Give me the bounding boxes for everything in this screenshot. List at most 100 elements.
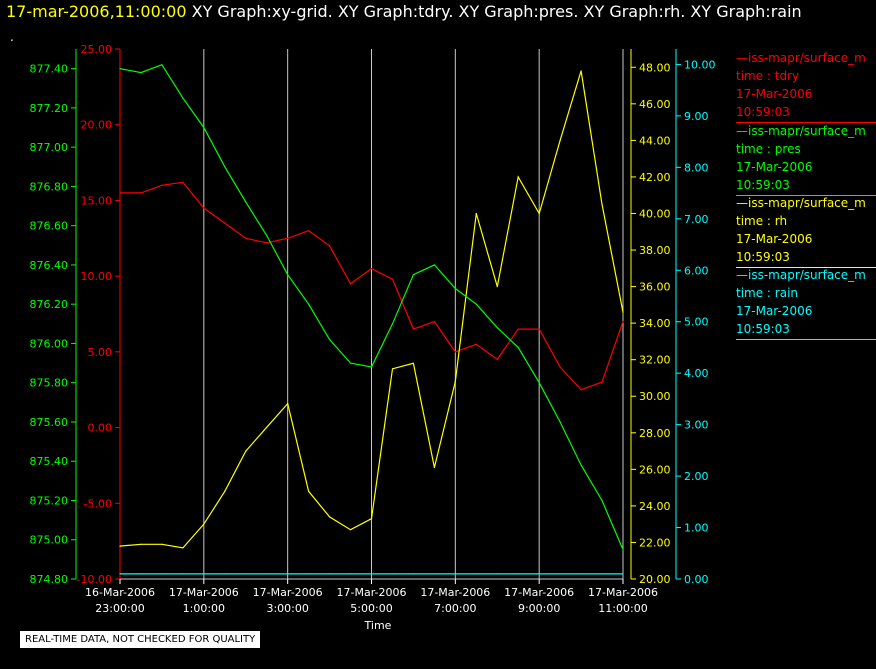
data-point-rain bbox=[559, 573, 561, 575]
data-point-tdry bbox=[622, 320, 624, 323]
data-point-tdry bbox=[140, 192, 142, 194]
y-tick-label-rain: 0.00 bbox=[684, 573, 709, 586]
data-point-rain bbox=[182, 573, 184, 575]
y-tick-label-pres: 876.80 bbox=[30, 180, 69, 193]
y-tick-label-rh: 26.00 bbox=[639, 463, 671, 476]
data-point-pres bbox=[161, 64, 163, 66]
data-point-rh bbox=[454, 381, 456, 383]
data-point-pres bbox=[559, 421, 561, 423]
data-point-tdry bbox=[433, 320, 435, 323]
data-point-rain bbox=[412, 573, 415, 575]
y-tick-label-rain: 8.00 bbox=[684, 161, 709, 174]
y-tick-label-rain: 5.00 bbox=[684, 316, 709, 329]
data-point-tdry bbox=[517, 328, 519, 330]
x-tick-label-time: 9:00:00 bbox=[518, 602, 560, 615]
data-point-tdry bbox=[370, 267, 373, 270]
graph-title: 17-mar-2006,11:00:00 XY Graph:xy-grid. X… bbox=[6, 2, 802, 21]
data-point-pres bbox=[266, 234, 268, 237]
y-tick-label-rain: 9.00 bbox=[684, 110, 709, 123]
y-tick-label-rh: 46.00 bbox=[639, 98, 671, 111]
y-tick-label-tdry: 5.00 bbox=[88, 346, 113, 359]
data-point-pres bbox=[370, 366, 373, 368]
legend-time: 10:59:03 bbox=[736, 250, 790, 264]
legend-date: 17-Mar-2006 bbox=[736, 160, 813, 174]
data-point-rh bbox=[203, 523, 205, 525]
y-tick-label-rain: 4.00 bbox=[684, 367, 709, 380]
y-tick-label-pres: 875.20 bbox=[30, 494, 69, 507]
y-tick-label-pres: 877.00 bbox=[30, 141, 69, 154]
data-point-rh bbox=[370, 518, 373, 520]
y-tick-label-pres: 876.20 bbox=[30, 298, 69, 311]
data-point-rh bbox=[559, 139, 561, 141]
y-tick-label-rain: 10.00 bbox=[684, 58, 716, 71]
data-point-pres bbox=[412, 274, 415, 276]
title-graph-list: XY Graph:xy-grid. XY Graph:tdry. XY Grap… bbox=[186, 2, 802, 21]
x-tick-label-time: 5:00:00 bbox=[350, 602, 392, 615]
legend-time: 10:59:03 bbox=[736, 178, 790, 192]
x-tick-label-time: 7:00:00 bbox=[434, 602, 476, 615]
y-tick-label-rh: 48.00 bbox=[639, 61, 671, 74]
data-point-pres bbox=[622, 548, 624, 551]
legend-separator bbox=[736, 195, 876, 196]
data-point-tdry bbox=[601, 381, 603, 383]
y-tick-label-pres: 875.80 bbox=[30, 377, 69, 390]
data-point-rh bbox=[349, 529, 352, 531]
data-point-pres bbox=[454, 287, 456, 290]
y-tick-label-rain: 1.00 bbox=[684, 522, 709, 535]
data-point-rain bbox=[433, 573, 435, 575]
x-tick-label-time: 3:00:00 bbox=[266, 602, 308, 615]
data-point-pres bbox=[245, 201, 247, 203]
y-tick-label-tdry: 20.00 bbox=[81, 119, 113, 132]
x-tick-label-date: 16-Mar-2006 bbox=[85, 586, 155, 599]
data-point-rh bbox=[580, 70, 582, 72]
y-tick-label-pres: 876.00 bbox=[30, 337, 69, 350]
data-point-tdry bbox=[266, 242, 268, 244]
data-point-rain bbox=[496, 573, 498, 575]
legend-entry-rain: —iss-mapr/surface_m time : rain 17-Mar-2… bbox=[736, 266, 876, 340]
y-tick-label-rh: 36.00 bbox=[639, 281, 671, 294]
data-point-rh bbox=[412, 362, 415, 364]
data-point-rh bbox=[601, 203, 603, 205]
y-tick-label-rh: 20.00 bbox=[639, 573, 671, 586]
y-tick-label-rh: 38.00 bbox=[639, 244, 671, 257]
y-tick-label-rh: 28.00 bbox=[639, 427, 671, 440]
data-point-rain bbox=[287, 573, 289, 575]
y-tick-label-rain: 6.00 bbox=[684, 264, 709, 277]
data-point-tdry bbox=[119, 192, 121, 194]
data-point-rain bbox=[370, 573, 373, 575]
data-point-rh bbox=[182, 547, 184, 549]
x-tick-label-date: 17-Mar-2006 bbox=[169, 586, 239, 599]
data-point-rh bbox=[622, 311, 624, 313]
legend-entry-pres: —iss-mapr/surface_m time : pres 17-Mar-2… bbox=[736, 122, 876, 196]
legend-date: 17-Mar-2006 bbox=[736, 232, 813, 246]
data-point-rain bbox=[349, 573, 352, 575]
data-point-tdry bbox=[161, 184, 163, 186]
legend-time: 10:59:03 bbox=[736, 322, 790, 336]
legend-variable: time : rain bbox=[736, 286, 799, 300]
data-point-pres bbox=[517, 346, 519, 348]
data-point-pres bbox=[475, 303, 477, 305]
y-tick-label-rh: 22.00 bbox=[639, 536, 671, 549]
data-point-pres bbox=[433, 264, 435, 266]
y-tick-label-rain: 2.00 bbox=[684, 470, 709, 483]
data-point-pres bbox=[328, 338, 331, 341]
data-point-tdry bbox=[224, 222, 226, 224]
data-point-rh bbox=[287, 402, 289, 405]
data-point-pres bbox=[119, 68, 121, 70]
legend-date: 17-Mar-2006 bbox=[736, 304, 813, 318]
legend-separator bbox=[736, 267, 876, 268]
legend-variable: time : rh bbox=[736, 214, 788, 228]
data-point-rain bbox=[224, 573, 226, 575]
y-tick-label-rh: 32.00 bbox=[639, 354, 671, 367]
data-point-rain bbox=[328, 573, 331, 575]
data-point-pres bbox=[182, 97, 184, 99]
data-point-pres bbox=[349, 362, 352, 364]
data-point-rh bbox=[308, 490, 310, 492]
y-tick-label-tdry: -5.00 bbox=[84, 497, 112, 510]
y-tick-label-pres: 876.60 bbox=[30, 220, 69, 233]
y-tick-label-pres: 875.40 bbox=[30, 455, 69, 468]
data-point-rain bbox=[538, 573, 540, 575]
legend-time: 10:59:03 bbox=[736, 105, 790, 119]
data-point-tdry bbox=[391, 278, 394, 280]
